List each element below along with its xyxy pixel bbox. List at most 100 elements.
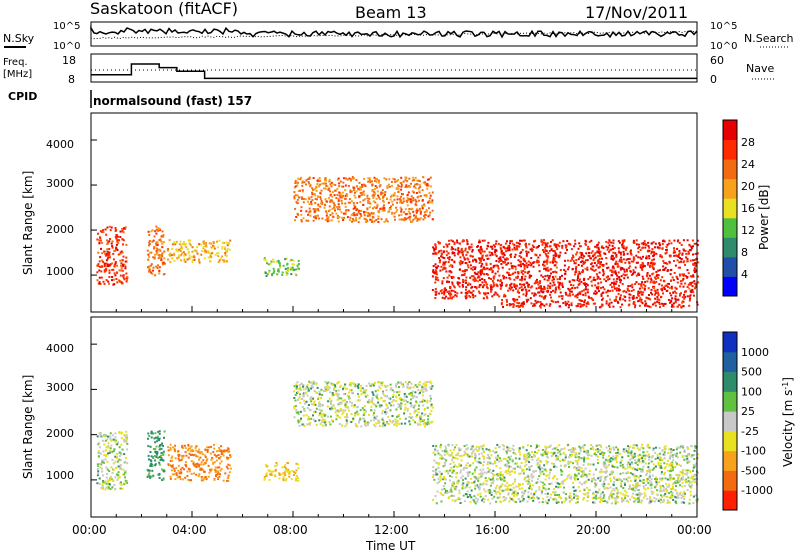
echo-cell-5 bbox=[596, 275, 599, 278]
echo-cell-5 bbox=[579, 278, 581, 281]
echo-cell-5 bbox=[513, 284, 516, 287]
echo-cell-4 bbox=[305, 183, 307, 186]
echo-cell-5 bbox=[674, 286, 677, 289]
echo-cell-5 bbox=[670, 279, 672, 282]
echo-cell-5 bbox=[632, 288, 635, 291]
echo-cell-0 bbox=[105, 259, 108, 262]
echo-cell-4 bbox=[297, 399, 300, 402]
colorbar-tick-label: 4 bbox=[741, 268, 748, 281]
echo-cell-4 bbox=[344, 177, 347, 180]
echo-cell-5 bbox=[648, 274, 651, 277]
echo-cell-5 bbox=[644, 246, 647, 249]
echo-cell-4 bbox=[413, 409, 416, 412]
echo-cell-5 bbox=[487, 241, 490, 244]
echo-cell-2 bbox=[212, 461, 215, 464]
echo-cell-5 bbox=[439, 479, 442, 482]
echo-cell-4 bbox=[335, 414, 338, 417]
echo-cell-1 bbox=[158, 439, 160, 442]
echo-cell-4 bbox=[300, 417, 302, 420]
echo-cell-6 bbox=[579, 303, 582, 305]
echo-cell-4 bbox=[382, 422, 385, 425]
echo-cell-0 bbox=[112, 268, 115, 271]
echo-cell-4 bbox=[417, 388, 420, 391]
echo-cell-5 bbox=[601, 257, 603, 260]
echo-cell-4 bbox=[430, 409, 433, 412]
echo-cell-5 bbox=[511, 267, 514, 270]
echo-cell-4 bbox=[312, 418, 315, 421]
echo-cell-5 bbox=[524, 489, 527, 492]
echo-cell-6 bbox=[637, 300, 640, 303]
echo-cell-1 bbox=[148, 240, 151, 242]
echo-cell-5 bbox=[547, 460, 550, 463]
echo-cell-5 bbox=[472, 293, 474, 296]
echo-cell-5 bbox=[628, 262, 631, 265]
echo-cell-4 bbox=[328, 187, 331, 190]
echo-cell-5 bbox=[464, 291, 467, 294]
echo-cell-4 bbox=[395, 383, 398, 386]
echo-cell-4 bbox=[362, 204, 365, 206]
echo-cell-4 bbox=[310, 417, 313, 420]
echo-cell-5 bbox=[478, 239, 481, 242]
echo-cell-5 bbox=[635, 239, 638, 242]
echo-cell-5 bbox=[465, 467, 468, 470]
echo-cell-6 bbox=[575, 304, 578, 307]
echo-cell-1 bbox=[153, 247, 156, 250]
echo-cell-5 bbox=[642, 277, 645, 280]
echo-cell-5 bbox=[449, 475, 451, 477]
echo-cell-5 bbox=[479, 271, 482, 274]
echo-cell-5 bbox=[515, 241, 518, 244]
echo-cell-0 bbox=[98, 276, 101, 279]
echo-cell-4 bbox=[421, 199, 424, 201]
echo-cell-4 bbox=[293, 416, 296, 419]
echo-cell-2 bbox=[207, 249, 210, 252]
echo-cell-5 bbox=[517, 272, 520, 275]
echo-cell-6 bbox=[670, 299, 673, 302]
echo-cell-2 bbox=[172, 446, 175, 449]
echo-cell-5 bbox=[611, 459, 614, 462]
echo-cell-0 bbox=[117, 441, 120, 444]
echo-cell-4 bbox=[315, 189, 318, 192]
echo-cell-2 bbox=[180, 459, 183, 461]
echo-cell-0 bbox=[115, 246, 118, 249]
echo-cell-2 bbox=[195, 449, 198, 452]
echo-cell-4 bbox=[310, 403, 313, 406]
echo-cell-4 bbox=[341, 191, 344, 194]
echo-cell-4 bbox=[296, 184, 299, 187]
echo-cell-0 bbox=[102, 280, 105, 283]
echo-cell-4 bbox=[331, 200, 334, 203]
echo-cell-4 bbox=[305, 414, 308, 417]
echo-cell-4 bbox=[410, 404, 413, 407]
echo-cell-4 bbox=[422, 404, 425, 407]
echo-cell-6 bbox=[638, 304, 641, 307]
echo-cell-2 bbox=[192, 449, 195, 452]
echo-cell-4 bbox=[355, 190, 358, 193]
echo-cell-2 bbox=[206, 449, 209, 451]
echo-cell-5 bbox=[475, 279, 478, 282]
echo-cell-4 bbox=[319, 205, 322, 208]
echo-cell-5 bbox=[476, 245, 479, 248]
echo-cell-5 bbox=[450, 264, 452, 267]
echo-cell-4 bbox=[321, 217, 324, 220]
echo-cell-3 bbox=[284, 474, 287, 476]
echo-cell-4 bbox=[378, 210, 381, 213]
echo-cell-4 bbox=[336, 208, 339, 211]
echo-cell-1 bbox=[157, 229, 160, 232]
echo-cell-0 bbox=[110, 478, 113, 481]
echo-cell-4 bbox=[422, 422, 425, 425]
echo-cell-5 bbox=[465, 288, 467, 291]
echo-cell-5 bbox=[463, 500, 466, 503]
echo-cell-5 bbox=[557, 286, 560, 289]
echo-cell-5 bbox=[537, 260, 540, 263]
echo-cell-4 bbox=[295, 411, 298, 414]
echo-cell-5 bbox=[641, 262, 644, 265]
echo-cell-5 bbox=[648, 455, 651, 458]
echo-cell-0 bbox=[124, 476, 127, 479]
echo-cell-2 bbox=[216, 477, 219, 479]
echo-cell-5 bbox=[566, 248, 568, 251]
echo-cell-4 bbox=[366, 197, 369, 200]
echo-cell-5 bbox=[481, 262, 484, 265]
echo-cell-4 bbox=[409, 212, 412, 215]
echo-cell-4 bbox=[353, 204, 356, 207]
echo-cell-4 bbox=[380, 384, 383, 387]
echo-cell-5 bbox=[605, 500, 608, 503]
